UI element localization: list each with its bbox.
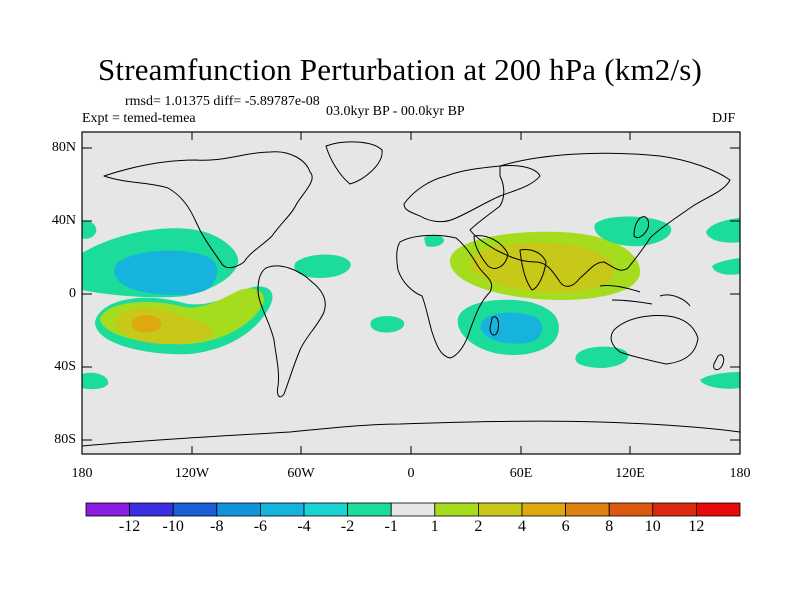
experiment-label: Expt = temed-temea — [82, 111, 196, 126]
axis-ticks — [81, 132, 741, 454]
colorbar-box — [434, 502, 479, 517]
colorbar-box — [565, 502, 610, 517]
coastline-north-america — [103, 151, 313, 269]
colorbar-box — [608, 502, 654, 517]
coastline-australia — [610, 315, 699, 365]
coastline-japan — [633, 216, 649, 239]
coastline-new-zealand — [713, 354, 725, 371]
coastline-africa — [396, 234, 492, 359]
colorbar-box — [303, 502, 348, 517]
lon-label-120w: 120W — [174, 466, 210, 481]
lon-label-60w: 60W — [287, 466, 315, 481]
contour-far-west-pacific — [82, 220, 97, 239]
colorbar-box — [259, 502, 305, 517]
colorbar-box — [172, 502, 218, 517]
contour-south-indian-neg-4 — [480, 312, 543, 344]
lon-label-60e: 60E — [509, 466, 533, 481]
contour-west-pacific-neg — [594, 216, 672, 247]
season-label: DJF — [712, 111, 736, 126]
contour-fills — [82, 216, 740, 390]
lon-label-0: 0 — [407, 466, 415, 481]
contour-atlantic-small — [370, 316, 405, 333]
map-title: Streamfunction Perturbation at 200 hPa (… — [97, 52, 703, 87]
contour-central-pacific-neg — [706, 218, 740, 243]
colorbar-box — [347, 502, 392, 517]
colorbar-label: -2 — [340, 518, 355, 535]
coastline-india — [519, 249, 547, 291]
colorbar-label: -6 — [253, 518, 268, 535]
colorbar-label: 12 — [688, 518, 705, 535]
contour-south-australia-neg — [575, 346, 629, 368]
colorbar-box — [477, 502, 523, 517]
contour-mediterranean-small — [424, 234, 444, 247]
colorbar-box — [129, 502, 174, 517]
colorbar-label: 4 — [518, 518, 526, 535]
colorbar — [85, 502, 741, 517]
colorbar-box — [652, 502, 697, 517]
lon-label-120e: 120E — [615, 466, 645, 481]
colorbar-label: -1 — [384, 518, 398, 535]
lat-label-80s: 80S — [54, 432, 76, 447]
contour-south-edge-east — [700, 372, 740, 389]
colorbar-label: 8 — [605, 518, 614, 535]
colorbar-box — [85, 502, 130, 517]
colorbar-label: 1 — [430, 518, 439, 535]
colorbar-label: -4 — [297, 518, 311, 535]
colorbar-label: -8 — [210, 518, 224, 535]
colorbar-box — [390, 502, 436, 517]
lat-label-40n: 40N — [51, 213, 76, 228]
coastline-antarctica — [82, 420, 740, 447]
contour-south-edge-west — [82, 372, 109, 390]
contour-south-pacific-pos-6 — [131, 314, 162, 333]
coastline-europe — [403, 165, 541, 223]
lat-label-0: 0 — [69, 286, 76, 301]
coastline-greenland — [325, 141, 383, 185]
lat-label-80n: 80N — [51, 140, 76, 155]
period-label: 03.0kyr BP - 00.0kyr BP — [326, 104, 465, 119]
colorbar-box — [696, 502, 741, 517]
lon-label-180w: 180 — [71, 466, 93, 481]
contour-east-edge-neg — [712, 258, 740, 275]
colorbar-box — [216, 502, 261, 517]
map-plot-area — [82, 132, 740, 454]
lat-label-40s: 40S — [54, 359, 76, 374]
coastline-asia — [469, 152, 731, 287]
coastline-south-america — [257, 265, 326, 398]
coastline-arabia — [473, 235, 509, 269]
lon-label-180e: 180 — [729, 466, 751, 481]
colorbar-label: 6 — [561, 518, 570, 535]
colorbar-label: 2 — [474, 518, 483, 535]
coastline-madagascar — [489, 316, 499, 336]
coastline-maritime-continent — [599, 285, 691, 307]
colorbar-label: -10 — [162, 518, 184, 535]
colorbar-box — [521, 502, 566, 517]
coastlines — [82, 141, 740, 447]
contour-east-pacific-neg — [294, 254, 351, 278]
colorbar-label: -12 — [118, 518, 141, 535]
stats-label: rmsd= 1.01375 diff= -5.89787e-08 — [125, 94, 320, 109]
contour-north-pacific-neg-4 — [114, 250, 218, 296]
colorbar-label: 10 — [644, 518, 661, 535]
